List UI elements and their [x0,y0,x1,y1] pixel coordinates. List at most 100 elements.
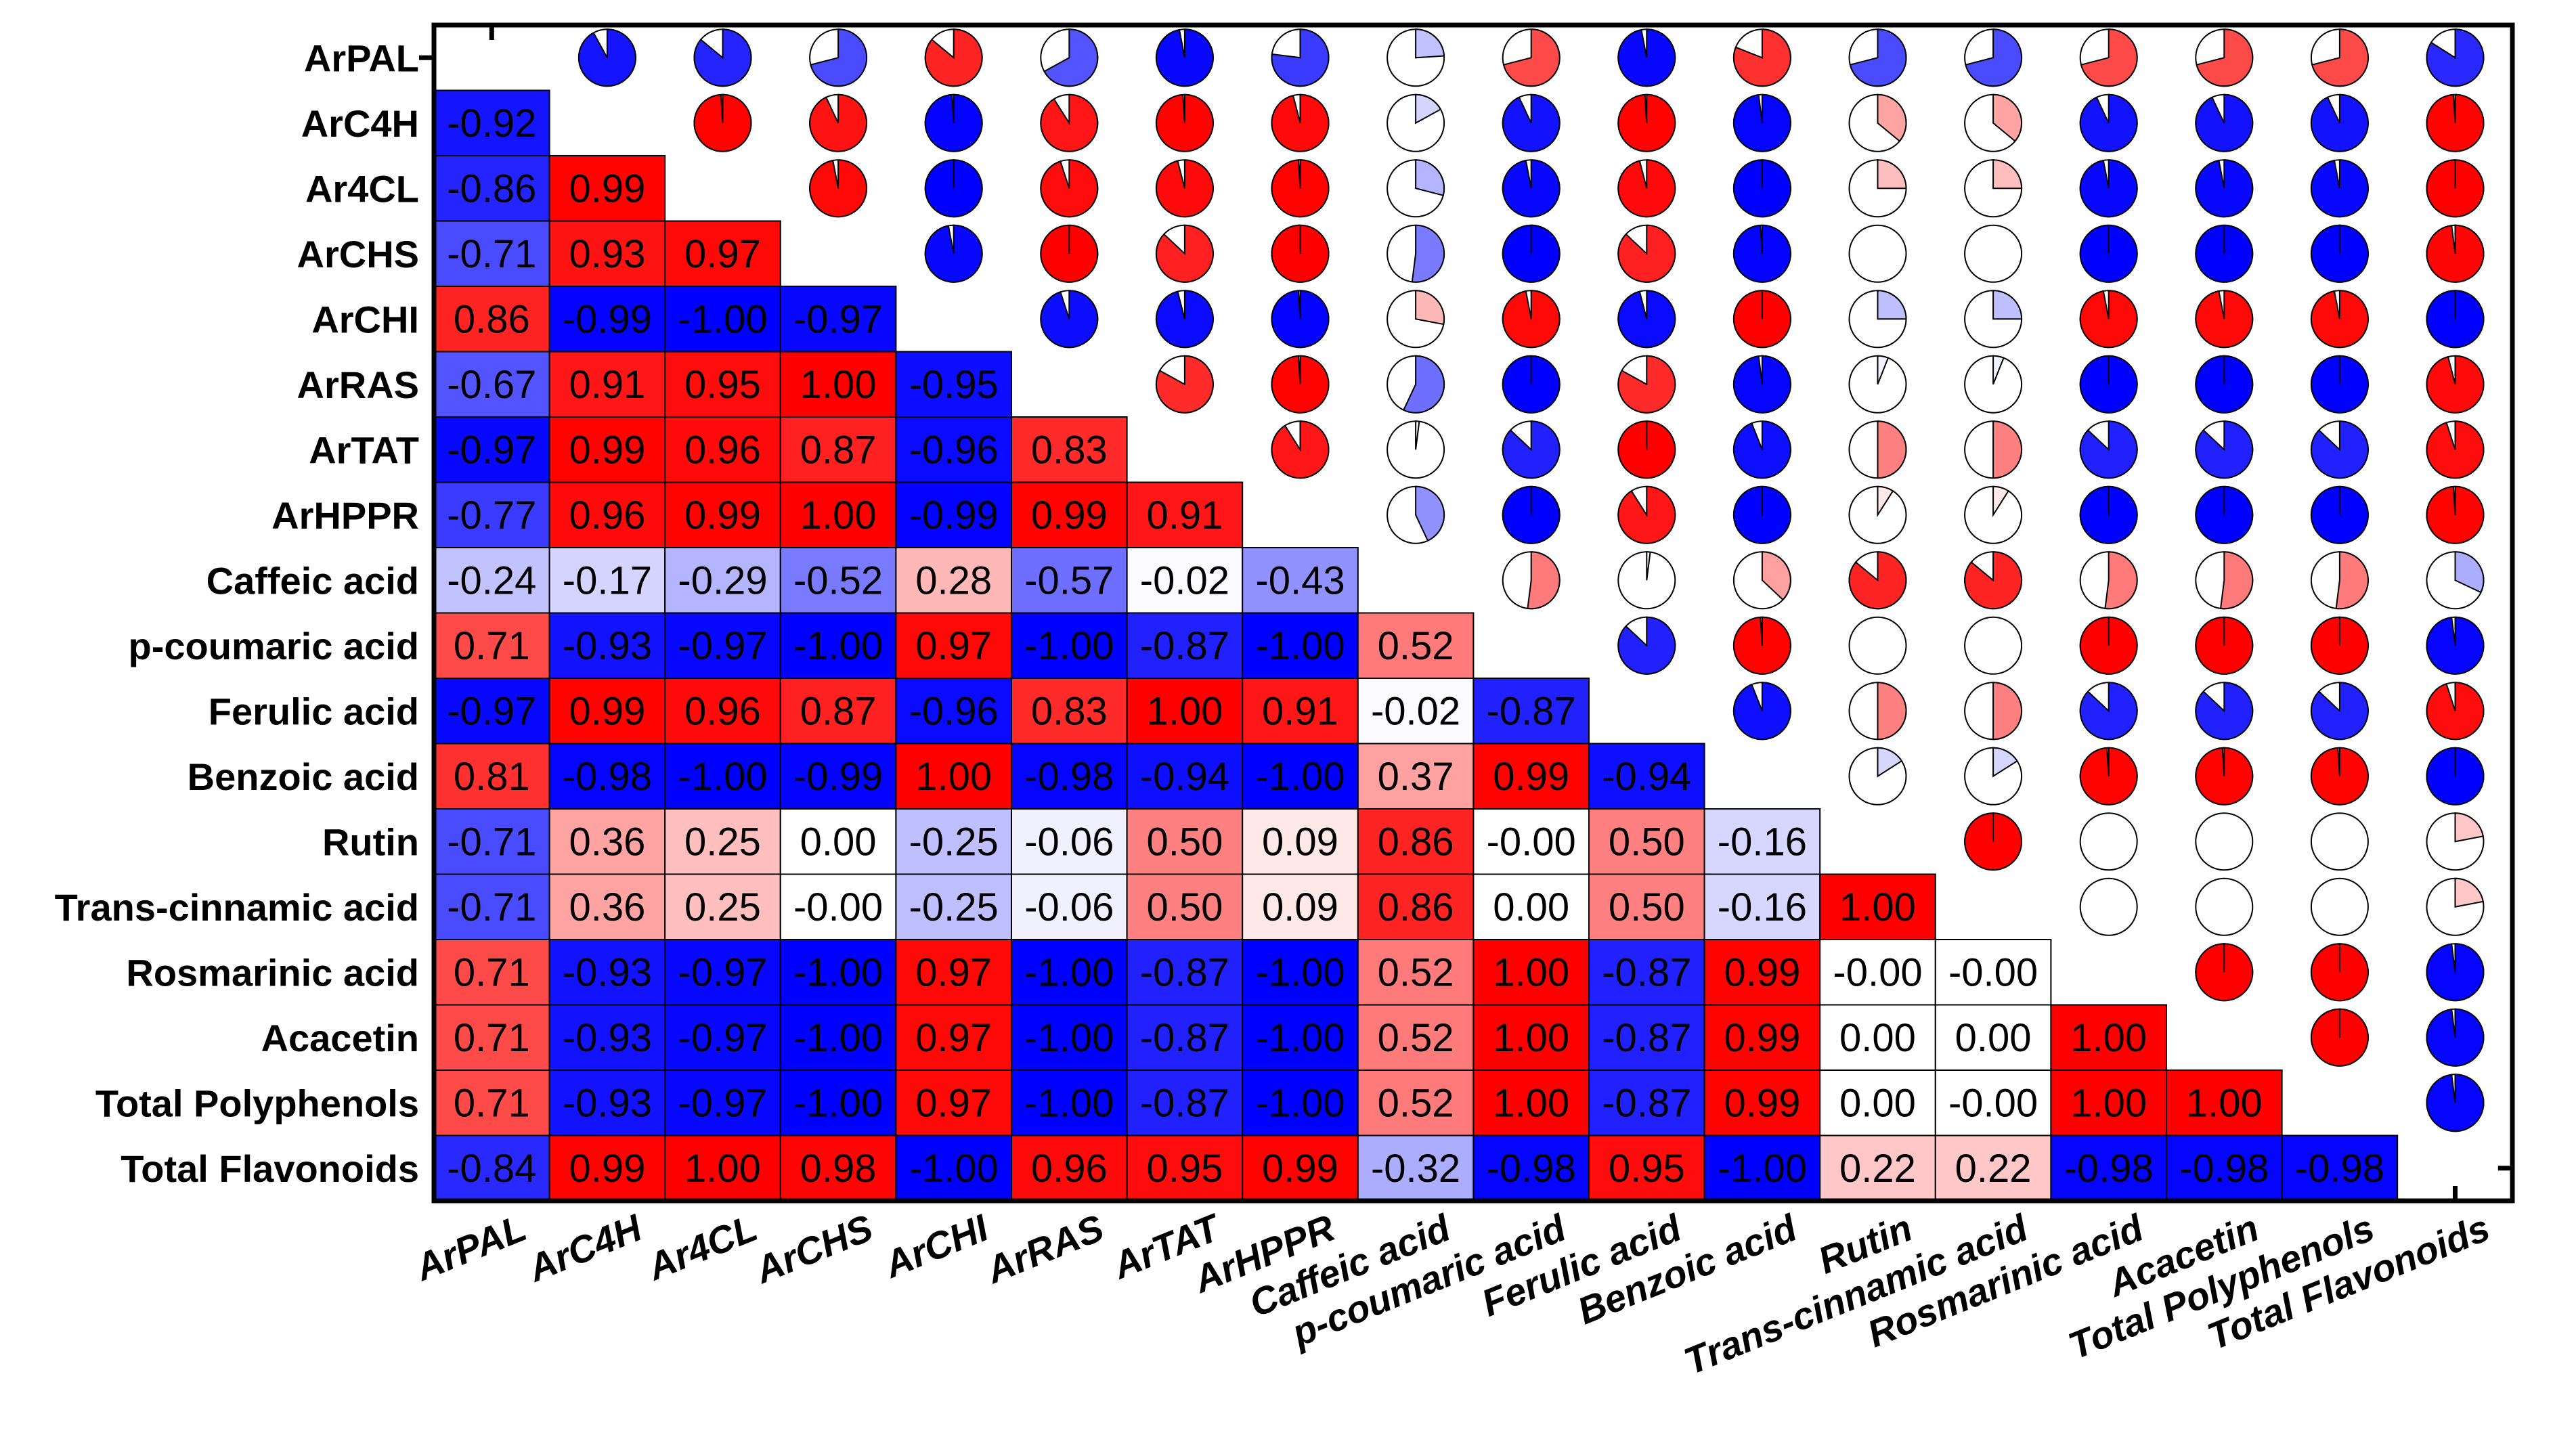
pie-glyph-3-12 [1848,224,1907,283]
cell-value-label-11-7: -1.00 [1255,755,1345,799]
row-label-trans-cinnamic-acid: Trans-cinnamic acid [55,886,419,929]
pie-slice-5-7 [1271,355,1330,414]
pie-glyph-9-10 [1617,616,1676,675]
pie-slice-13-17 [2454,877,2484,908]
heatmap-cell-13-7 [1242,873,1359,940]
cell-value-label-9-2: -0.97 [678,624,767,668]
cell-value-label-16-10: -0.87 [1602,1081,1691,1125]
pie-glyph-12-14 [2079,812,2138,871]
pie-slice-8-10 [1646,551,1651,581]
cell-value-label-13-0: -0.71 [447,885,536,929]
pie-glyph-8-11 [1732,551,1791,610]
pie-slice-8-12 [1848,551,1907,610]
pie-glyph-6-17 [2426,420,2485,479]
corner-ticks [419,25,2513,1201]
heatmap-cell-14-7 [1242,939,1359,1006]
pie-glyph-9-17 [2426,616,2485,675]
pie-slice-6-15 [2195,420,2254,479]
pie-glyph-3-10 [1617,224,1676,283]
heatmap-cell-4-1 [548,286,666,353]
pie-slice-11-12 [1877,747,1903,778]
pie-slice-4-16 [2310,290,2369,349]
pie-glyph-7-15 [2195,485,2254,544]
cell-value-label-17-11: -1.00 [1718,1147,1807,1191]
cell-value-label-16-8: 0.52 [1378,1081,1454,1125]
cell-value-label-9-7: -1.00 [1255,624,1345,668]
pie-glyph-14-16 [2310,943,2369,1002]
cell-value-label-10-4: -0.96 [909,689,999,733]
pie-glyph-8-9 [1502,551,1561,610]
heatmap-cell-7-2 [664,481,781,548]
pie-glyph-8-10 [1617,551,1676,610]
cell-value-label-17-4: -1.00 [909,1147,999,1191]
row-label-caffeic-acid: Caffeic acid [206,559,419,602]
pie-glyph-1-10 [1617,93,1676,152]
pie-slice-2-14 [2079,159,2138,218]
heatmap-cell-9-8 [1357,612,1475,679]
heatmap-cell-13-10 [1588,873,1705,940]
heatmap-cell-14-6 [1126,939,1244,1006]
heatmap-cell-4-2 [664,286,781,353]
pie-slice-4-9 [1502,290,1561,349]
pie-slice-4-14 [2079,290,2138,349]
heatmap-cell-6-3 [779,416,897,483]
heatmap-cell-14-11 [1703,939,1821,1006]
heatmap-cell-12-2 [664,808,781,875]
cell-value-label-10-0: -0.97 [447,689,536,733]
pie-slice-1-17 [2426,93,2485,152]
heatmap-cell-17-14 [2050,1134,2167,1201]
pie-glyph-1-15 [2195,93,2254,152]
pie-slice-0-15 [2196,28,2254,87]
pie-slice-3-8 [1411,224,1445,283]
pie-glyph-1-14 [2079,93,2138,152]
pie-glyph-4-11 [1732,290,1791,349]
heatmap-cell-15-9 [1472,1004,1590,1071]
cell-value-label-17-0: -0.84 [447,1147,536,1191]
cell-value-label-14-10: -0.87 [1602,950,1691,994]
pie-glyph-4-9 [1502,290,1561,349]
cell-value-label-13-8: 0.86 [1378,885,1454,929]
pie-glyph-6-8 [1387,420,1445,479]
heatmap-cell-13-6 [1126,873,1244,940]
heatmap-cell-16-2 [664,1069,781,1137]
pie-glyph-12-15 [2195,812,2254,871]
pie-slice-10-14 [2079,682,2138,741]
pie-glyph-10-16 [2310,682,2369,741]
cell-value-label-12-6: 0.50 [1146,820,1223,864]
pie-glyph-6-9 [1502,420,1561,479]
cell-value-label-7-2: 0.99 [684,493,761,537]
heatmap-cell-15-1 [548,1004,666,1071]
pie-glyph-7-10 [1617,485,1676,544]
pie-glyph-6-12 [1848,420,1907,479]
pie-slice-1-7 [1271,93,1330,152]
pie-glyph-12-16 [2310,812,2369,871]
pie-glyph-2-4 [924,159,983,218]
pie-glyph-10-15 [2195,682,2254,741]
cell-value-label-16-12: 0.00 [1839,1081,1916,1125]
cell-value-label-14-12: -0.00 [1833,950,1922,994]
cell-value-label-11-2: -1.00 [678,755,767,799]
cell-value-label-5-2: 0.95 [684,363,761,407]
cell-value-label-14-5: -1.00 [1024,950,1114,994]
heatmap-cell-8-4 [895,547,1013,614]
pie-slice-3-6 [1155,224,1214,283]
cell-value-label-8-2: -0.29 [678,558,767,602]
pie-glyph-5-6 [1155,355,1214,414]
pie-slice-1-3 [809,93,868,152]
cell-value-label-1-0: -0.92 [447,102,536,146]
pie-glyph-5-16 [2310,355,2369,414]
cell-value-label-11-8: 0.37 [1378,755,1454,799]
cell-value-label-11-4: 1.00 [915,755,992,799]
cell-value-label-17-5: 0.96 [1031,1147,1108,1191]
row-label-arras: ArRAS [297,363,419,406]
cell-value-label-8-6: -0.02 [1140,558,1229,602]
heatmap-cell-16-1 [548,1069,666,1137]
cell-value-label-12-11: -0.16 [1718,820,1807,864]
pie-glyph-4-12 [1848,290,1907,349]
heatmap-cell-7-1 [548,481,666,548]
cell-value-label-9-6: -0.87 [1140,624,1229,668]
pie-slice-2-15 [2195,159,2254,218]
heatmap-cell-17-11 [1703,1134,1821,1201]
pie-glyph-4-5 [1040,290,1099,349]
cell-value-label-13-2: 0.25 [684,885,761,929]
